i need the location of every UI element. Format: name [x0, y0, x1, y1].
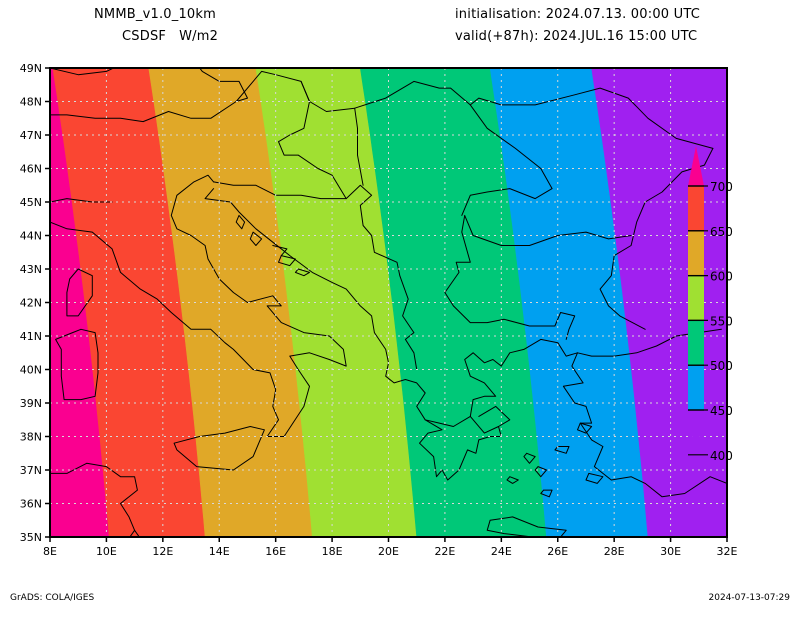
geo-line: [523, 452, 536, 464]
y-tick-label: 45N: [20, 196, 42, 209]
geo-line: [540, 489, 553, 498]
geo-line: [50, 198, 113, 203]
y-tick-label: 35N: [20, 531, 42, 544]
geo-line: [599, 147, 714, 330]
y-tick-label: 44N: [20, 230, 42, 243]
colorbar-segment: [688, 275, 704, 321]
colorbar-tick-label: 700: [710, 180, 733, 194]
geo-line: [478, 405, 511, 427]
geo-line: [66, 268, 93, 317]
geo-line: [452, 305, 576, 340]
y-tick-label: 37N: [20, 464, 42, 477]
model-title: NMMB_v1.0_10km: [94, 7, 216, 22]
colorbar-segment: [688, 320, 704, 366]
x-tick-label: 32E: [717, 545, 738, 558]
colorbar-segment: [688, 230, 704, 277]
colorbar-tick-label: 550: [710, 314, 733, 328]
y-tick-label: 39N: [20, 397, 42, 410]
x-axis: 8E 10E 12E 14E 16E 18E 20E 22E 24E 26E 28E 30E 32E: [43, 537, 738, 558]
geo-line: [163, 571, 293, 618]
geo-line: [249, 231, 263, 246]
colorbar-segment: [688, 186, 704, 232]
y-tick-label: 43N: [20, 263, 42, 276]
geo-line: [204, 188, 426, 421]
colorbar: 700 650 600 550 500 450 400: [688, 146, 733, 463]
geo-line: [50, 68, 115, 76]
x-tick-label: 20E: [378, 545, 399, 558]
x-tick-label: 30E: [660, 545, 681, 558]
y-tick-label: 36N: [20, 498, 42, 511]
geo-line: [272, 245, 288, 257]
geo-line: [235, 80, 248, 102]
initialisation-time: initialisation: 2024.07.13. 00:00 UTC: [455, 7, 700, 22]
geo-line: [300, 80, 310, 102]
geo-line: [55, 328, 99, 401]
geo-line: [173, 426, 265, 471]
geo-line: [294, 268, 310, 277]
y-tick-label: 42N: [20, 297, 42, 310]
x-tick-label: 14E: [209, 545, 230, 558]
gridline-layer: [50, 68, 727, 537]
geo-line: [486, 516, 567, 537]
x-tick-label: 28E: [604, 545, 625, 558]
x-tick-label: 26E: [547, 545, 568, 558]
geo-line: [278, 255, 296, 267]
geo-line: [444, 214, 632, 307]
y-tick-label: 47N: [20, 129, 42, 142]
y-tick-label: 46N: [20, 163, 42, 176]
geo-line: [235, 214, 246, 230]
geo-line: [554, 446, 570, 454]
geo-line: [585, 472, 604, 484]
x-tick-label: 24E: [491, 545, 512, 558]
geo-line: [534, 466, 547, 478]
x-tick-label: 8E: [43, 545, 57, 558]
geo-line: [354, 107, 364, 186]
colorbar-tick-label: 600: [710, 270, 733, 284]
x-tick-label: 22E: [434, 545, 455, 558]
geo-line: [562, 352, 727, 498]
x-tick-label: 16E: [265, 545, 286, 558]
y-tick-label: 40N: [20, 364, 42, 377]
footer-credit: GrADS: COLA/IGES: [10, 593, 95, 603]
colorbar-tick-label: 500: [710, 359, 733, 373]
colorbar-over-arrow: [688, 146, 704, 186]
geo-line: [50, 174, 347, 437]
geo-line: [506, 476, 519, 484]
colorbar-tick-label: 650: [710, 225, 733, 239]
geo-line: [213, 181, 418, 370]
geo-line: [419, 415, 502, 481]
y-tick-label: 38N: [20, 431, 42, 444]
valid-time: valid(+87h): 2024.JUL.16 15:00 UTC: [455, 29, 698, 44]
colorbar-under-arrow: [688, 410, 704, 462]
variable-title: CSDSF W/m2: [122, 29, 219, 44]
geo-line: [199, 68, 240, 82]
colorbar-tick-label: 400: [710, 449, 733, 463]
geo-line: [461, 104, 553, 216]
x-tick-label: 18E: [322, 545, 343, 558]
y-tick-label: 41N: [20, 330, 42, 343]
colorbar-tick-label: 450: [710, 404, 733, 418]
colorbar-segment: [688, 365, 704, 411]
x-tick-label: 10E: [96, 545, 117, 558]
geo-line: [50, 462, 138, 537]
geo-line: [464, 328, 722, 417]
y-tick-label: 49N: [20, 62, 42, 75]
geo-line: [278, 101, 347, 200]
coastline-layer: [50, 68, 727, 618]
footer-timestamp: 2024-07-13-07:29: [708, 593, 791, 603]
geo-line: [577, 422, 593, 434]
y-axis: 35N 36N 37N 38N 39N 40N 41N 42N 43N 44N 45N 46N 47N 4…: [20, 62, 50, 544]
y-tick-label: 48N: [20, 96, 42, 109]
x-tick-label: 12E: [152, 545, 173, 558]
